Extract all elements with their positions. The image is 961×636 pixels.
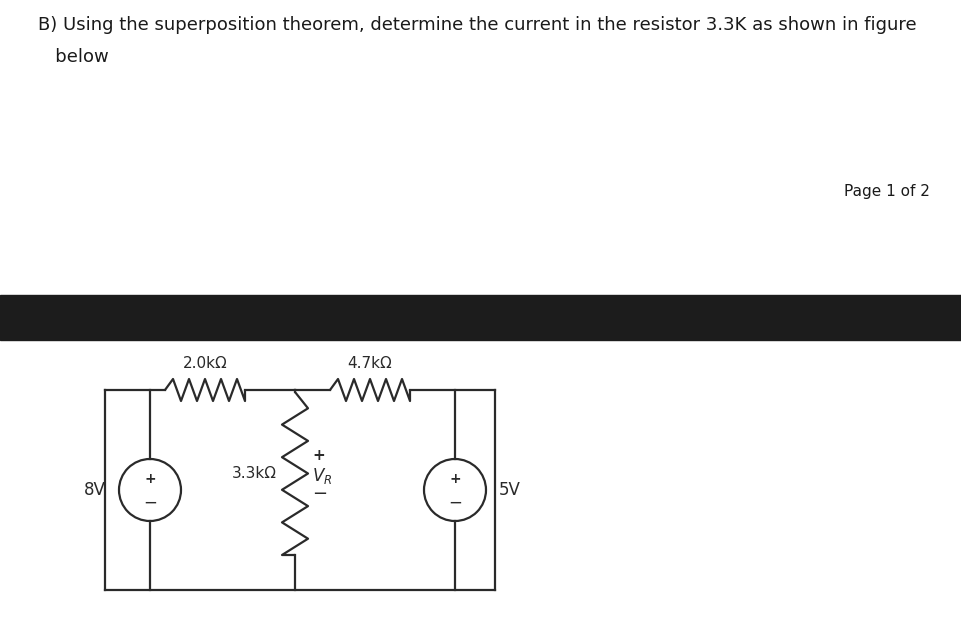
Text: B) Using the superposition theorem, determine the current in the resistor 3.3K a: B) Using the superposition theorem, dete…: [38, 16, 916, 34]
Text: 8V: 8V: [84, 481, 106, 499]
Text: 5V: 5V: [499, 481, 521, 499]
Text: −: −: [143, 494, 157, 512]
Text: $V_R$: $V_R$: [311, 466, 332, 485]
Bar: [0, 295, 961, 340]
Text: +: +: [311, 448, 325, 463]
Circle shape: [424, 459, 485, 521]
Text: below: below: [38, 48, 109, 66]
Text: −: −: [448, 494, 461, 512]
Text: 3.3kΩ: 3.3kΩ: [232, 466, 277, 481]
Text: −: −: [311, 485, 327, 502]
Text: 2.0kΩ: 2.0kΩ: [183, 356, 227, 371]
Text: +: +: [449, 472, 460, 486]
Text: Page 1 of 2: Page 1 of 2: [843, 184, 929, 199]
Text: +: +: [144, 472, 156, 486]
Text: 4.7kΩ: 4.7kΩ: [347, 356, 392, 371]
Circle shape: [119, 459, 181, 521]
